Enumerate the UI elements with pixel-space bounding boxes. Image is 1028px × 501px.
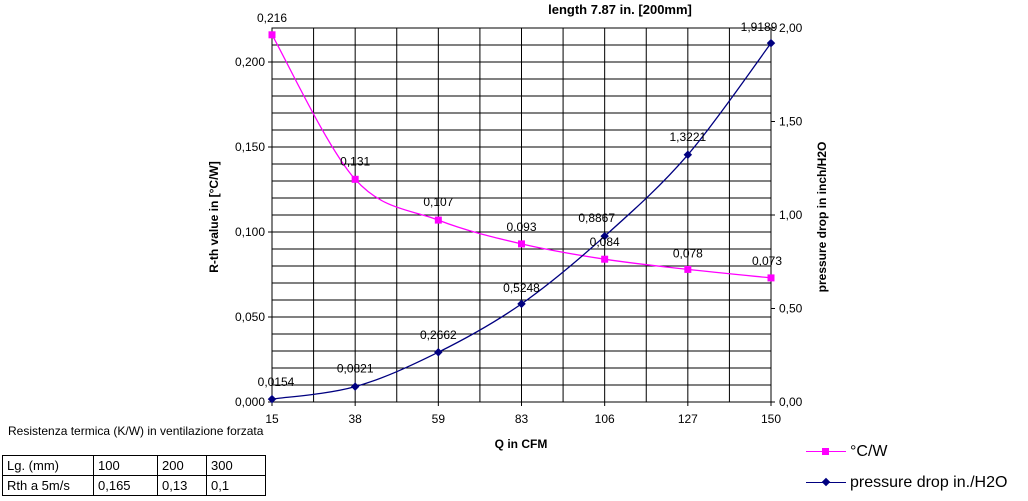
y-right-tick-label: 1,00 — [779, 208, 803, 222]
x-tick-label: 127 — [678, 412, 698, 426]
y-left-tick-label: 0,100 — [235, 225, 265, 239]
data-label: 0,073 — [752, 254, 782, 268]
y-axis-right-title: pressure drop in inch/H2O — [815, 142, 829, 293]
data-label: 0,093 — [506, 220, 536, 234]
table-cell: 0,165 — [93, 475, 158, 496]
table-row: Lg. (mm) 100 200 300 — [2, 455, 266, 476]
y-axis-left-title: R-th value in [°C/W] — [207, 161, 221, 272]
legend-swatch-square-marker — [806, 446, 846, 458]
x-tick-label: 15 — [265, 412, 279, 426]
data-label: 0,0154 — [258, 375, 295, 389]
legend-label: °C/W — [850, 442, 888, 460]
legend-swatch-diamond-marker — [806, 477, 846, 489]
data-label: 0,078 — [673, 246, 703, 260]
grid — [272, 28, 771, 402]
y-left-tick-label: 0,150 — [235, 140, 265, 154]
data-point-square — [434, 216, 442, 224]
data-point-diamond — [434, 347, 443, 357]
thermal-resistance-table: Lg. (mm) 100 200 300 Rth a 5m/s 0,165 0,… — [2, 455, 266, 496]
data-label: 0,084 — [590, 235, 620, 249]
legend-label: pressure drop in./H2O — [850, 473, 1008, 491]
x-tick-label: 59 — [432, 412, 446, 426]
table-cell: Lg. (mm) — [2, 455, 94, 476]
data-label: 0,216 — [257, 11, 287, 25]
data-point-square — [268, 31, 276, 39]
legend-item-cw: °C/W — [806, 436, 1007, 467]
table-cell: 100 — [93, 455, 158, 476]
y-left-tick-label: 0,050 — [235, 310, 265, 324]
table-cell: 0,1 — [206, 475, 266, 496]
table-cell: Rth a 5m/s — [2, 475, 94, 496]
table-cell: 200 — [157, 455, 207, 476]
table-caption: Resistenza termica (K/W) in ventilazione… — [8, 424, 264, 438]
x-tick-label: 106 — [595, 412, 615, 426]
data-label: 1,9189 — [741, 20, 778, 34]
table-cell: 0,13 — [157, 475, 207, 496]
data-point-square — [518, 240, 525, 248]
table-row: Rth a 5m/s 0,165 0,13 0,1 — [2, 475, 266, 496]
x-tick-label: 38 — [348, 412, 362, 426]
data-label: 0,131 — [340, 154, 370, 168]
x-axis-title: Q in CFM — [495, 437, 548, 451]
table-cell: 300 — [206, 455, 266, 476]
y-right-tick-label: 0,50 — [779, 302, 803, 316]
data-label: 1,3221 — [669, 130, 706, 144]
y-right-tick-label: 0,00 — [779, 395, 803, 409]
legend-item-pressure-drop: pressure drop in./H2O — [806, 467, 1007, 498]
data-label: 0,0821 — [337, 362, 374, 376]
data-point-diamond — [350, 382, 360, 391]
legend: °C/W pressure drop in./H2O — [806, 436, 1007, 498]
y-right-tick-label: 1,50 — [779, 115, 803, 129]
data-point-diamond — [267, 394, 277, 404]
y-left-tick-label: 0,000 — [235, 395, 265, 409]
y-left-tick-label: 0,200 — [235, 55, 265, 69]
data-point-square — [601, 255, 609, 263]
data-label: 0,107 — [423, 195, 453, 209]
data-label: 0,8867 — [578, 211, 615, 225]
data-point-diamond — [517, 299, 526, 309]
data-labels: 0,216 0,131 0,107 0,093 0,084 0,078 0,073 0,015… — [257, 11, 782, 389]
data-label: 0,2662 — [420, 328, 457, 342]
data-point-square — [351, 175, 359, 183]
chart-title: length 7.87 in. [200mm] — [548, 2, 692, 17]
x-tick-label: 83 — [515, 412, 529, 426]
data-label: 0,5248 — [503, 281, 540, 295]
data-point-square — [767, 274, 775, 282]
data-point-square — [684, 265, 692, 273]
axes: 15 38 59 83 106 127 150 0,000 0,050 0,100 0,150 0,2… — [235, 21, 803, 426]
x-tick-label: 150 — [761, 412, 781, 426]
y-right-tick-label: 2,00 — [779, 21, 803, 35]
series — [267, 31, 776, 404]
